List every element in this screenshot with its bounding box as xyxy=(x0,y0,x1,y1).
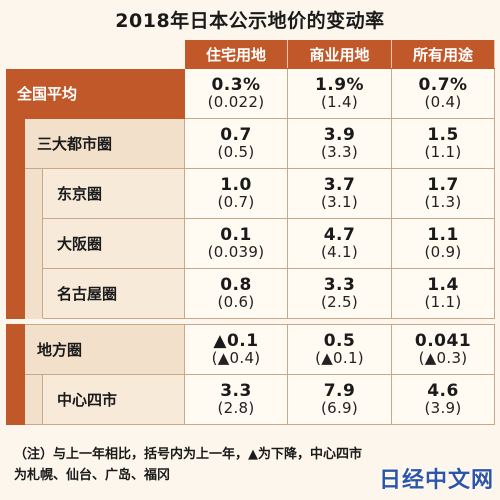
current-value: 0.3% xyxy=(211,74,261,95)
previous-value: (2.8) xyxy=(217,398,255,417)
cell-value: 1.0 (0.7) xyxy=(184,168,289,219)
previous-value: (▲0.3) xyxy=(418,348,468,367)
cell-value: 7.9 (6.9) xyxy=(287,374,393,425)
cell-value: 3.3 (2.8) xyxy=(184,374,289,425)
cell-value: 3.3 (2.5) xyxy=(287,268,393,319)
col-header-commercial: 商业用地 xyxy=(287,40,393,69)
national-group-bar xyxy=(6,118,25,319)
table-row: 三大都市圈 0.7 (0.5) 3.9 (3.3) 1.5 (1.1) xyxy=(6,118,496,319)
col-header-residential: 住宅用地 xyxy=(184,40,289,69)
cell-value: 1.1 (0.9) xyxy=(391,218,496,269)
current-value: 7.9 xyxy=(323,380,356,401)
row-label-osaka: 大阪圈 xyxy=(41,218,186,269)
table-row: 地方圈 ▲0.1 (▲0.4) 0.5 (▲0.1) 0.041 (▲0.3) xyxy=(6,324,496,425)
cell-value: 4.6 (3.9) xyxy=(391,374,496,425)
page-title: 2018年日本公示地价的变动率 xyxy=(115,10,385,32)
row-label-tokyo: 东京圈 xyxy=(41,168,186,219)
previous-value: (1.4) xyxy=(320,92,359,111)
current-value: 1.9% xyxy=(314,74,365,95)
land-price-table: 住宅用地 商业用地 所有用途 全国平均 0.3% (0.022) 1.9% (1.4… xyxy=(5,40,496,425)
previous-value: (4.1) xyxy=(320,242,359,261)
col-header-all-uses: 所有用途 xyxy=(391,40,496,69)
cell-value: 1.7 (1.3) xyxy=(391,168,496,219)
row-label-three-metro: 三大都市圈 xyxy=(23,118,186,169)
current-value: 0.1 xyxy=(220,224,252,245)
previous-value: (3.9) xyxy=(424,398,462,417)
current-value: 0.7 xyxy=(220,124,252,145)
table-row: 中心四市 3.3 (2.8) 7.9 (6.9) 4.6 (3.9) xyxy=(7,374,496,425)
cell-value: ▲0.1 (▲0.4) xyxy=(184,324,289,375)
cell-value: 0.8 (0.6) xyxy=(184,268,289,319)
previous-value: (3.3) xyxy=(320,142,359,161)
previous-value: (▲0.4) xyxy=(211,348,261,367)
regional-group-bar xyxy=(24,374,43,425)
previous-value: (1.3) xyxy=(424,192,462,211)
previous-value: (0.6) xyxy=(217,292,255,311)
row-label-nagoya: 名古屋圈 xyxy=(41,268,186,319)
footnote: （注）与上一年相比，括号内为上一年，▲为下降，中心四市 为札幌、仙台、广岛、福冈 xyxy=(14,444,494,486)
previous-value: (2.5) xyxy=(320,292,359,311)
cell-value: 0.5 (▲0.1) xyxy=(287,324,393,375)
table-row: 大阪圈 0.1 (0.039) 4.7 (4.1) 1.1 (0.9) xyxy=(7,218,496,269)
footnote-line: 为札幌、仙台、广岛、福冈 xyxy=(14,468,171,483)
previous-value: (1.1) xyxy=(424,292,462,311)
previous-value: (6.9) xyxy=(320,398,359,417)
previous-value: (0.022) xyxy=(207,92,265,111)
current-value: 0.041 xyxy=(414,330,472,351)
cell-value: 4.7 (4.1) xyxy=(287,218,393,269)
previous-value: (0.5) xyxy=(217,142,255,161)
header-corner xyxy=(5,40,186,69)
previous-value: (3.1) xyxy=(320,192,359,211)
current-value: 0.7% xyxy=(418,74,468,95)
header-row: 住宅用地 商业用地 所有用途 xyxy=(5,40,496,69)
previous-value: (0.4) xyxy=(424,92,462,111)
current-value: ▲0.1 xyxy=(213,330,259,351)
cell-value: 3.9 (3.3) xyxy=(287,118,393,169)
national-group-bar-lower xyxy=(6,324,25,425)
previous-value: (0.9) xyxy=(424,242,462,261)
previous-value: (0.039) xyxy=(207,242,265,261)
cell-value: 0.1 (0.039) xyxy=(184,218,289,269)
metro-group-bar xyxy=(24,168,43,319)
previous-value: (▲0.1) xyxy=(315,348,364,367)
current-value: 1.1 xyxy=(427,224,459,245)
cell-value: 1.9% (1.4) xyxy=(287,68,393,119)
row-label-four-cities: 中心四市 xyxy=(41,374,186,425)
current-value: 1.0 xyxy=(220,174,252,195)
current-value: 3.3 xyxy=(323,274,356,295)
table-row: 名古屋圈 0.8 (0.6) 3.3 (2.5) 1.4 (1.1) xyxy=(7,268,496,319)
current-value: 0.8 xyxy=(220,274,252,295)
cell-value: 3.7 (3.1) xyxy=(287,168,393,219)
current-value: 3.3 xyxy=(220,380,252,401)
cell-value: 0.7% (0.4) xyxy=(391,68,496,119)
previous-value: (1.1) xyxy=(424,142,462,161)
current-value: 1.5 xyxy=(427,124,459,145)
current-value: 4.7 xyxy=(323,224,356,245)
row-label-national: 全国平均 xyxy=(5,68,186,119)
row-label-regional: 地方圈 xyxy=(23,324,186,375)
cell-value: 1.4 (1.1) xyxy=(391,268,496,319)
previous-value: (0.7) xyxy=(217,192,255,211)
current-value: 3.9 xyxy=(323,124,356,145)
cell-value: 0.7 (0.5) xyxy=(184,118,289,169)
current-value: 1.7 xyxy=(427,174,459,195)
current-value: 0.5 xyxy=(323,330,356,351)
table-row: 全国平均 0.3% (0.022) 1.9% (1.4) 0.7% (0.4) xyxy=(5,68,496,119)
table-row: 东京圈 1.0 (0.7) 3.7 (3.1) 1.7 (1.3) xyxy=(7,168,496,319)
footnote-line: （注）与上一年相比，括号内为上一年，▲为下降，中心四市 xyxy=(14,447,362,462)
current-value: 3.7 xyxy=(323,174,356,195)
cell-value: 0.3% (0.022) xyxy=(184,68,289,119)
watermark-logo: 日经中文网 xyxy=(378,468,494,493)
cell-value: 1.5 (1.1) xyxy=(391,118,496,169)
current-value: 4.6 xyxy=(427,380,459,401)
cell-value: 0.041 (▲0.3) xyxy=(391,324,496,375)
current-value: 1.4 xyxy=(427,274,459,295)
